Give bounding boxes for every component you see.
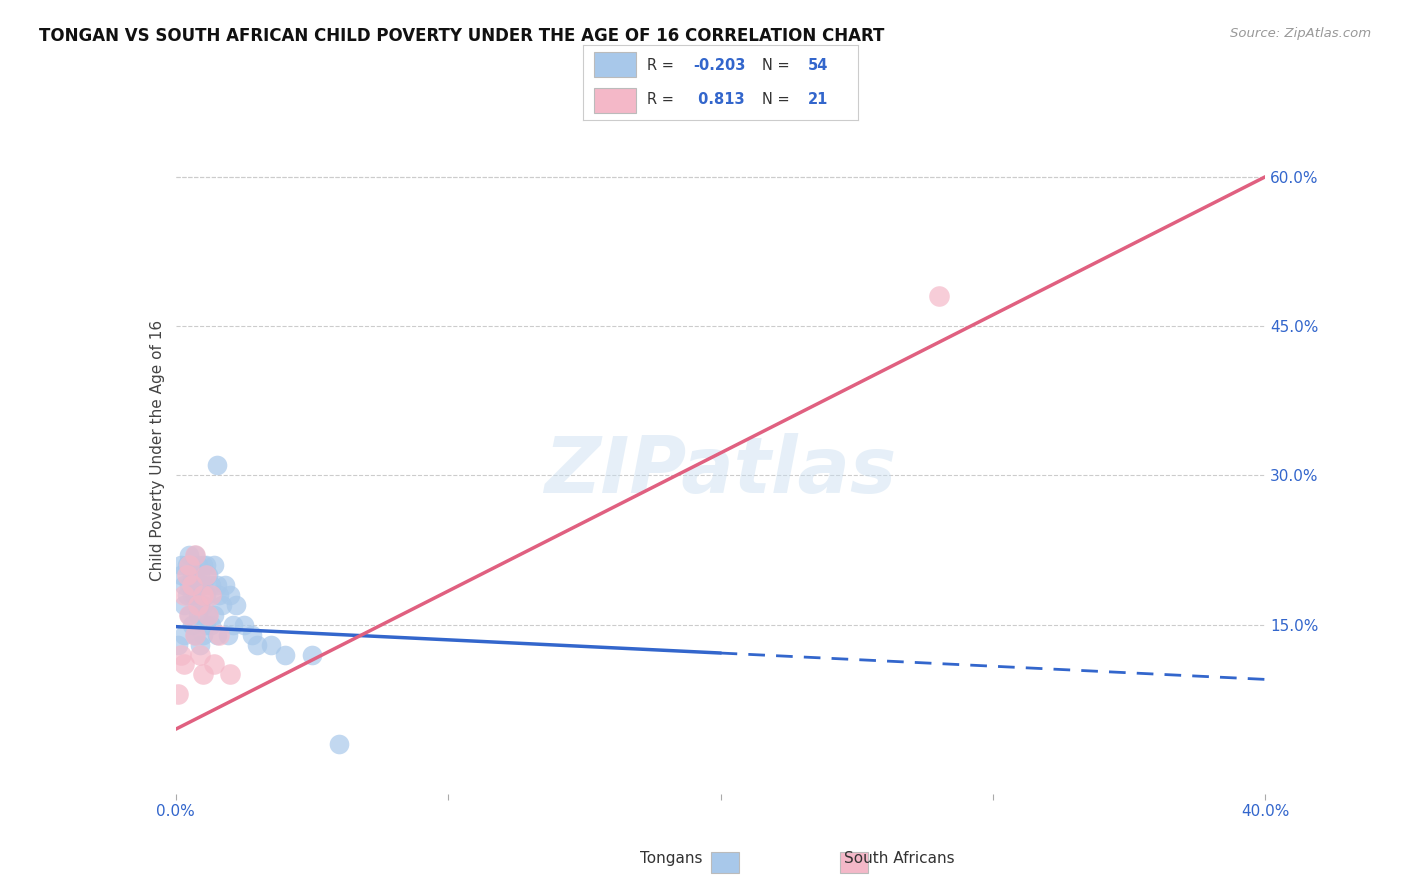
Point <box>194 588 217 602</box>
Point <box>173 627 195 641</box>
Point <box>222 617 245 632</box>
Point <box>186 558 209 572</box>
Point <box>194 617 217 632</box>
Point <box>197 607 219 622</box>
Point <box>205 458 228 473</box>
Point <box>240 627 263 641</box>
Point <box>173 578 195 592</box>
Point <box>208 588 231 602</box>
Point <box>179 558 201 572</box>
Point <box>200 578 222 592</box>
Point <box>202 657 225 672</box>
Point <box>214 578 236 592</box>
Text: ZIPatlas: ZIPatlas <box>544 433 897 509</box>
Text: TONGAN VS SOUTH AFRICAN CHILD POVERTY UNDER THE AGE OF 16 CORRELATION CHART: TONGAN VS SOUTH AFRICAN CHILD POVERTY UN… <box>39 27 884 45</box>
Point <box>246 638 269 652</box>
Point <box>208 627 231 641</box>
FancyBboxPatch shape <box>710 852 740 873</box>
Point <box>188 638 211 652</box>
Point <box>181 567 204 582</box>
Point <box>328 737 350 751</box>
Point <box>179 578 201 592</box>
Point <box>200 617 222 632</box>
Point <box>176 567 198 582</box>
Point <box>184 588 207 602</box>
Text: 21: 21 <box>808 93 828 107</box>
Point <box>274 648 297 662</box>
Point <box>184 627 207 641</box>
Point <box>200 588 222 602</box>
Point <box>217 627 239 641</box>
Point <box>167 638 190 652</box>
Point <box>176 588 198 602</box>
Point <box>186 578 209 592</box>
FancyBboxPatch shape <box>595 87 636 112</box>
Point <box>197 567 219 582</box>
Point <box>191 667 214 681</box>
Point <box>179 548 201 562</box>
Point <box>225 598 247 612</box>
Point <box>186 598 209 612</box>
Text: -0.203: -0.203 <box>693 58 745 72</box>
Point <box>184 627 207 641</box>
Point <box>184 567 207 582</box>
Text: South Africans: South Africans <box>844 852 955 866</box>
Point <box>184 548 207 562</box>
Point <box>181 578 204 592</box>
FancyBboxPatch shape <box>839 852 869 873</box>
Point <box>170 648 193 662</box>
Point <box>179 607 201 622</box>
Point <box>202 607 225 622</box>
Point <box>173 588 195 602</box>
Point <box>260 638 283 652</box>
Point <box>219 667 242 681</box>
Point <box>181 617 204 632</box>
Point <box>173 598 195 612</box>
Point <box>176 558 198 572</box>
FancyBboxPatch shape <box>595 52 636 78</box>
Point <box>205 627 228 641</box>
Text: R =: R = <box>647 58 678 72</box>
Point <box>191 627 214 641</box>
Point <box>194 567 217 582</box>
Point <box>191 578 214 592</box>
Text: Source: ZipAtlas.com: Source: ZipAtlas.com <box>1230 27 1371 40</box>
Text: R =: R = <box>647 93 678 107</box>
Point <box>173 657 195 672</box>
Text: N =: N = <box>762 58 794 72</box>
Point <box>181 588 204 602</box>
Point <box>179 607 201 622</box>
Point <box>191 558 214 572</box>
Text: 0.813: 0.813 <box>693 93 745 107</box>
Point <box>194 558 217 572</box>
Point <box>232 617 254 632</box>
Point <box>188 598 211 612</box>
Point <box>184 548 207 562</box>
Point <box>188 648 211 662</box>
Point <box>202 558 225 572</box>
Point <box>188 567 211 582</box>
Point <box>191 598 214 612</box>
Y-axis label: Child Poverty Under the Age of 16: Child Poverty Under the Age of 16 <box>149 320 165 581</box>
Text: Tongans: Tongans <box>641 852 703 866</box>
Point <box>191 588 214 602</box>
Point <box>167 687 190 701</box>
Point <box>170 558 193 572</box>
Point <box>205 578 228 592</box>
Point <box>301 648 323 662</box>
Point <box>928 289 950 303</box>
Point <box>170 567 193 582</box>
Point <box>197 607 219 622</box>
Point <box>211 598 233 612</box>
Text: 54: 54 <box>808 58 828 72</box>
Point <box>186 607 209 622</box>
Point <box>219 588 242 602</box>
Text: N =: N = <box>762 93 794 107</box>
